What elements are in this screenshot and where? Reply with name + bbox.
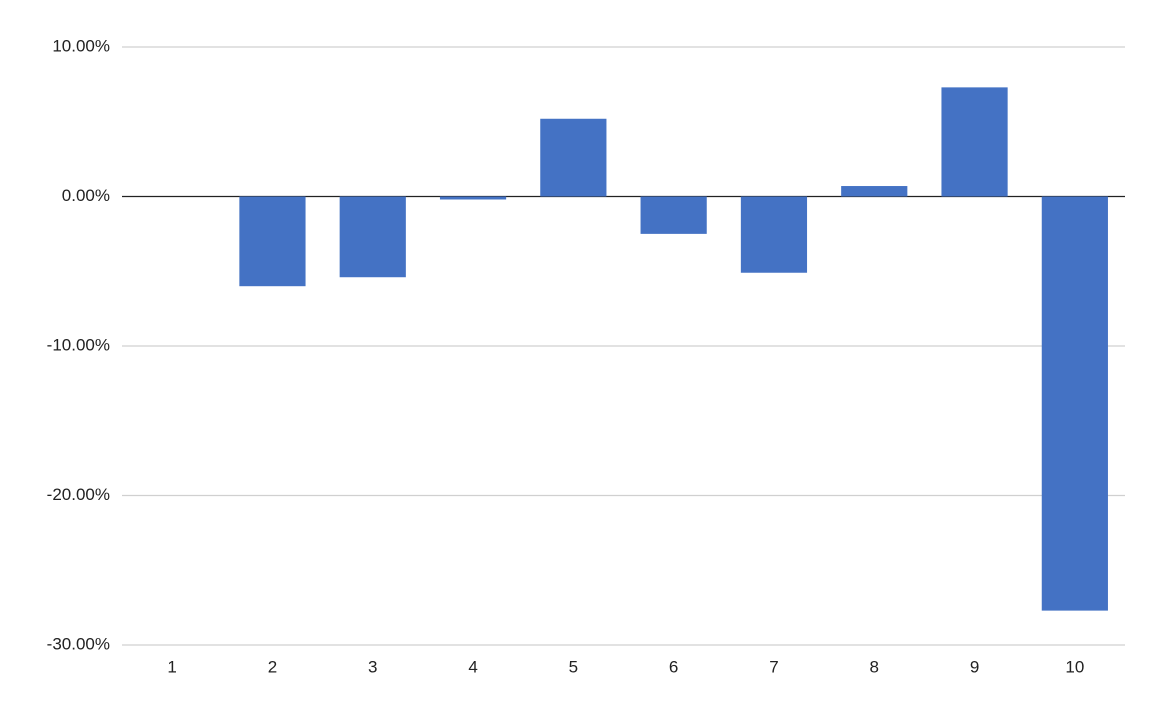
bar xyxy=(740,196,808,273)
x-tick-label: 9 xyxy=(970,657,979,676)
y-tick-label: 0.00% xyxy=(62,186,110,205)
y-tick-label: -10.00% xyxy=(47,335,110,354)
x-tick-label: 5 xyxy=(569,657,578,676)
x-tick-label: 3 xyxy=(368,657,377,676)
x-tick-label: 4 xyxy=(468,657,477,676)
bar xyxy=(1041,196,1108,611)
x-tick-label: 1 xyxy=(167,657,176,676)
y-tick-label: 10.00% xyxy=(52,36,110,55)
x-tick-label: 6 xyxy=(669,657,678,676)
bar xyxy=(339,196,406,278)
x-tick-label: 10 xyxy=(1065,657,1084,676)
y-tick-label: -30.00% xyxy=(47,634,110,653)
y-tick-label: -20.00% xyxy=(47,485,110,504)
x-tick-label: 2 xyxy=(268,657,277,676)
bar xyxy=(239,196,306,287)
bar xyxy=(941,87,1008,197)
x-tick-label: 8 xyxy=(870,657,879,676)
bar xyxy=(439,196,507,200)
x-tick-label: 7 xyxy=(769,657,778,676)
bar xyxy=(841,186,908,197)
bar xyxy=(540,118,607,197)
bar xyxy=(640,196,707,234)
